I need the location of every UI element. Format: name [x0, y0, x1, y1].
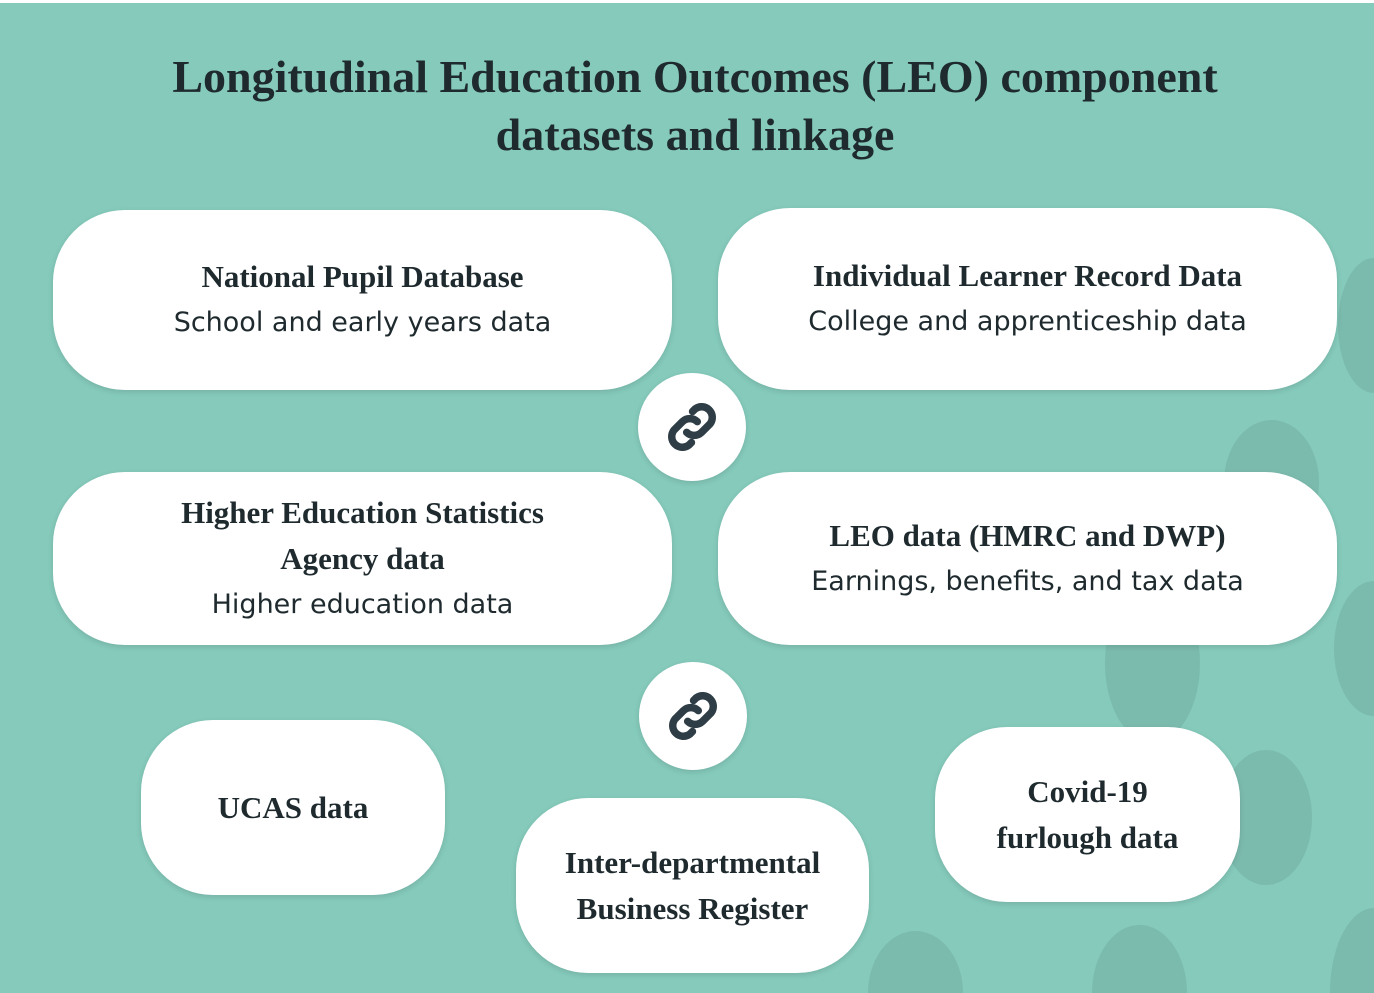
npd-subtitle: School and early years data: [173, 307, 552, 338]
link-badge-top: [638, 373, 746, 481]
leo-subtitle: Earnings, benefits, and tax data: [811, 565, 1244, 597]
hesa-box: Higher Education Statistics Agency data …: [53, 472, 672, 645]
ucas-title: UCAS data: [217, 789, 369, 825]
title-line-2: datasets and linkage: [495, 109, 895, 160]
decorative-circle: [1334, 581, 1374, 716]
decorative-circle: [1338, 258, 1374, 393]
covid-title-line-2: furlough data: [996, 819, 1179, 855]
link-badge-bottom: [639, 662, 747, 770]
decorative-circle: [1092, 925, 1187, 993]
page-title: Longitudinal Education Outcomes (LEO) co…: [0, 48, 1374, 164]
link-icon: [669, 692, 717, 740]
ilr-title: Individual Learner Record Data: [812, 258, 1243, 293]
hesa-subtitle: Higher education data: [211, 588, 514, 620]
ucas-box: UCAS data: [141, 720, 445, 895]
link-icon: [668, 403, 716, 451]
ilr-subtitle: College and apprenticeship data: [808, 306, 1247, 337]
npd-title: National Pupil Database: [201, 259, 524, 294]
title-line-1: Longitudinal Education Outcomes (LEO) co…: [172, 51, 1218, 102]
leo-box: LEO data (HMRC and DWP) Earnings, benefi…: [718, 472, 1337, 645]
idbr-box: Inter-departmental Business Register: [516, 798, 869, 973]
decorative-circle: [1330, 908, 1374, 993]
covid-box: Covid-19 furlough data: [935, 727, 1240, 902]
leo-title: LEO data (HMRC and DWP): [829, 517, 1226, 553]
idbr-title-line-1: Inter-departmental: [564, 844, 821, 880]
covid-title-line-1: Covid-19: [1027, 773, 1148, 809]
hesa-title-line-1: Higher Education Statistics: [181, 494, 544, 530]
idbr-title-line-2: Business Register: [576, 890, 809, 926]
hesa-title-line-2: Agency data: [280, 540, 445, 576]
npd-box: National Pupil Database School and early…: [53, 210, 672, 390]
ilr-box: Individual Learner Record Data College a…: [718, 208, 1337, 390]
decorative-circle: [868, 931, 963, 993]
